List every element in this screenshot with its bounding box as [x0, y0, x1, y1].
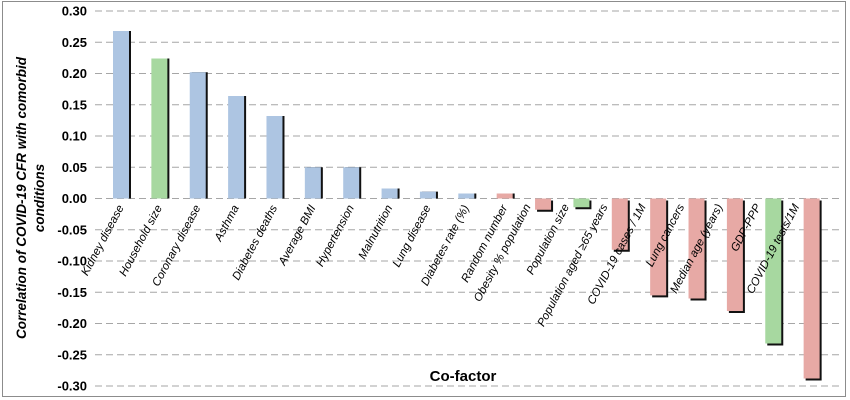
y-tick-label: 0.25	[62, 35, 87, 50]
bar	[189, 72, 206, 199]
bar	[765, 198, 782, 344]
y-tick-label: 0.30	[62, 4, 87, 19]
bar	[803, 198, 820, 379]
bar	[113, 31, 129, 199]
category-label: Population size	[525, 202, 572, 277]
bars	[113, 31, 822, 381]
y-tick-label: 0.20	[62, 66, 87, 81]
bar	[343, 167, 360, 199]
bar	[496, 193, 513, 199]
bar	[535, 198, 552, 210]
category-label: Average BMI	[276, 203, 319, 269]
category-label: Hypertension	[314, 203, 356, 268]
bar	[419, 191, 436, 199]
category-label: Lung disease	[391, 203, 434, 269]
bar	[573, 198, 590, 208]
y-tick-label: -0.10	[57, 254, 87, 269]
y-tick-label: 0.10	[62, 129, 87, 144]
category-label: Kidney disease	[79, 203, 126, 278]
category-label: Population aged ≥65 years	[536, 202, 611, 329]
x-axis-label: Co-factor	[430, 368, 497, 385]
y-tick-label: 0.05	[62, 160, 87, 175]
y-tick-label: -0.30	[57, 379, 87, 394]
y-tick-label: -0.20	[57, 316, 87, 331]
bar	[228, 96, 245, 199]
bar	[381, 188, 398, 199]
y-tick-label: -0.25	[57, 347, 87, 362]
bar	[688, 198, 705, 299]
y-tick-label: -0.05	[57, 222, 87, 237]
y-axis-label-line-1: Correlation of COVID-19 CFR with comorbi…	[14, 56, 29, 339]
bar	[304, 167, 321, 199]
y-tick-label: 0.15	[62, 97, 87, 112]
bar	[151, 58, 168, 199]
bar	[650, 198, 667, 296]
y-tick-labels: 0.30 0.25 0.20 0.15 0.10 0.05 0.00 -0.05 -0.10 -0…	[57, 4, 87, 394]
category-label: Asthma	[212, 203, 241, 244]
gridlines	[95, 10, 840, 387]
category-label: Malnutrition	[357, 203, 396, 261]
bar	[266, 116, 283, 199]
y-tick-label: 0.00	[62, 191, 87, 206]
y-axis-label-line-2: conditions	[32, 163, 47, 232]
bar	[458, 193, 475, 199]
bar	[611, 198, 628, 250]
y-tick-label: -0.15	[57, 285, 87, 300]
bar	[726, 198, 743, 311]
